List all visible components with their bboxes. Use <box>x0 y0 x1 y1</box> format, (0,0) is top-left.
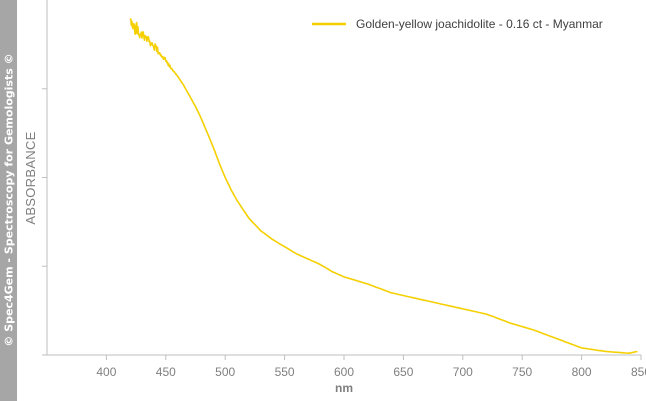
legend-label: Golden-yellow joachidolite - 0.16 ct - M… <box>356 17 603 31</box>
x-tick-label: 750 <box>512 365 532 379</box>
series-layer <box>130 19 637 353</box>
series-line <box>130 19 637 353</box>
x-tick-label: 550 <box>275 365 295 379</box>
chart-legend: Golden-yellow joachidolite - 0.16 ct - M… <box>312 17 603 31</box>
chart-axes <box>47 0 641 355</box>
x-tick-label: 800 <box>572 365 592 379</box>
x-tick-label: 650 <box>393 365 413 379</box>
chart-ticks: 400 450 500 550 600 650 700 750 800 850 <box>42 89 646 379</box>
x-tick-label: 600 <box>334 365 354 379</box>
x-axis-title: nm <box>335 381 353 395</box>
x-tick-label: 700 <box>453 365 473 379</box>
y-axis-title: ABSORBANCE <box>23 131 38 224</box>
x-tick-label: 850 <box>631 365 646 379</box>
x-tick-label: 450 <box>156 365 176 379</box>
x-tick-label: 500 <box>215 365 235 379</box>
x-tick-label: 400 <box>96 365 116 379</box>
